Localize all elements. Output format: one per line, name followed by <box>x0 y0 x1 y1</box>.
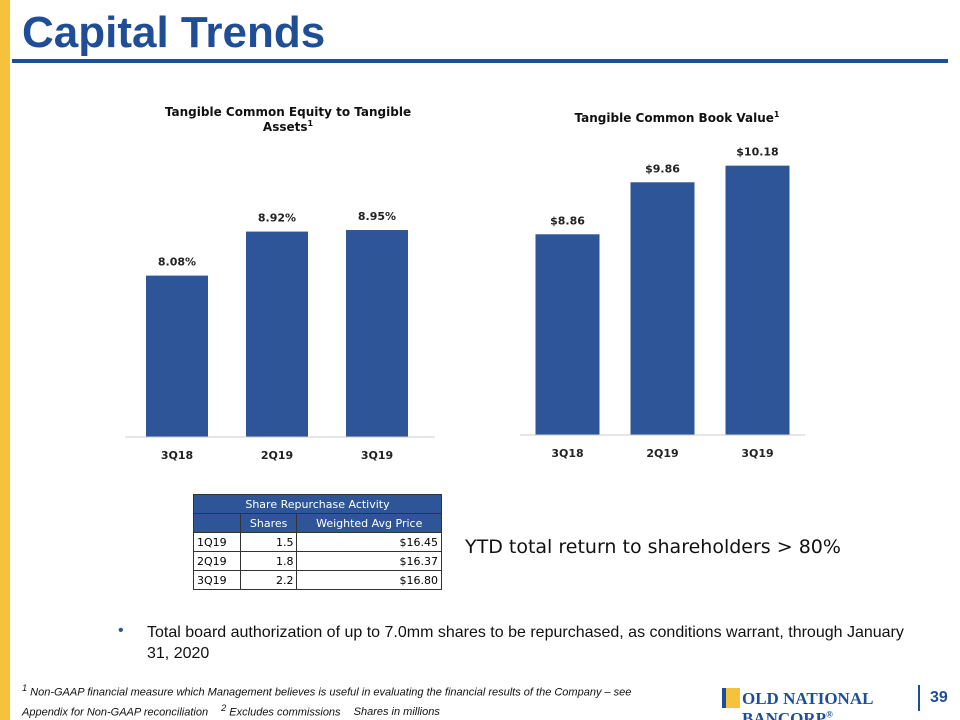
chart-title: Tangible Common Book Value1 <box>537 110 817 125</box>
cell: 1Q19 <box>193 532 241 552</box>
title-rule <box>12 59 948 63</box>
callout: YTD total return to shareholders > 80% <box>465 536 841 558</box>
bar <box>246 231 308 437</box>
cell: 3Q19 <box>193 570 241 590</box>
footnote: Excludes commissions <box>229 706 341 719</box>
divider <box>918 685 920 711</box>
x-tick-label: 3Q19 <box>741 447 773 460</box>
x-tick-label: 3Q19 <box>361 449 393 462</box>
cell: 1.8 <box>239 551 298 571</box>
bar <box>535 234 600 435</box>
bar <box>346 230 408 437</box>
cell: $16.80 <box>296 570 442 590</box>
value-label: 8.08% <box>158 256 196 269</box>
header-cell: Shares <box>239 513 298 533</box>
logo-text: OLD NATIONAL BANCORP <box>742 689 873 720</box>
footnotes: 1 Non-GAAP financial measure which Manag… <box>22 681 672 720</box>
value-label: $9.86 <box>645 162 680 175</box>
value-label: $8.86 <box>550 214 585 227</box>
header-cell: Weighted Avg Price <box>296 513 442 533</box>
chart-title-text: Tangible Common Equity to Tangible Asset… <box>164 105 412 134</box>
value-label: $10.18 <box>736 146 778 159</box>
logo-mark: ® <box>826 709 833 720</box>
footnote-mark: 1 <box>22 683 28 693</box>
table-title: Share Repurchase Activity <box>193 494 442 514</box>
value-label: 8.95% <box>358 210 396 223</box>
footnote: Shares in millions <box>353 706 440 719</box>
bar <box>630 182 695 435</box>
x-tick-label: 3Q18 <box>551 447 583 460</box>
cell: $16.37 <box>296 551 442 571</box>
footnote-mark: 1 <box>773 110 780 119</box>
cell: 1.5 <box>239 532 298 552</box>
footnote: Non-GAAP financial measure which Managem… <box>22 686 632 719</box>
logo-icon <box>722 688 740 708</box>
footnote-mark: 2 <box>221 702 227 713</box>
value-label: 8.92% <box>258 212 296 225</box>
slide-title: Capital Trends <box>22 8 326 57</box>
cell: 2.2 <box>239 570 298 590</box>
header-cell <box>193 513 241 533</box>
chart-title: Tangible Common Equity to Tangible Asset… <box>148 105 428 134</box>
side-strip <box>0 0 10 720</box>
repurchase-table: Share Repurchase Activity Shares Weighted… <box>193 494 442 590</box>
page-number: 39 <box>930 689 948 706</box>
cell: $16.45 <box>296 532 442 552</box>
x-tick-label: 3Q18 <box>161 449 193 462</box>
x-tick-label: 2Q19 <box>261 449 293 462</box>
logo: OLD NATIONAL BANCORP® <box>742 689 960 720</box>
cell: 2Q19 <box>193 551 241 571</box>
chart-title-text: Tangible Common Book Value <box>574 111 774 125</box>
bullet-text: Total board authorization of up to 7.0mm… <box>147 624 904 662</box>
bar <box>725 165 790 435</box>
bar <box>146 275 208 437</box>
footnote-mark: 1 <box>307 119 314 128</box>
bullet-dot: • <box>118 622 124 639</box>
x-tick-label: 2Q19 <box>646 447 678 460</box>
